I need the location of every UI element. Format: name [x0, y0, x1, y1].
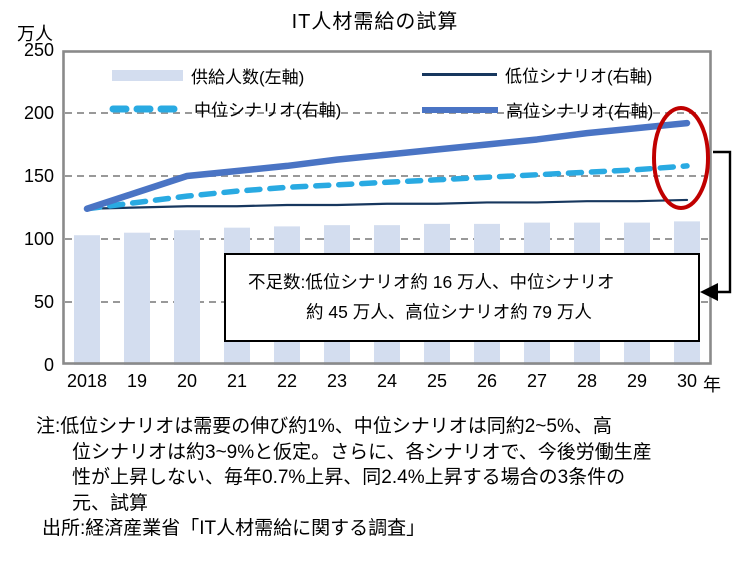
legend-item-high: 高位シナリオ(右軸): [422, 97, 653, 122]
legend-label-supply: 供給人数(左軸): [191, 68, 305, 87]
source-line: 出所:経済産業省「IT人材需給に関する調査」: [42, 518, 426, 539]
legend-label-low: 低位シナリオ(右軸): [505, 67, 653, 86]
x-tick-28: 28: [576, 371, 598, 391]
mid-line-swatch: [109, 105, 186, 112]
note-line-1: 注:低位シナリオは需要の伸び約1%、中位シナリオは同約2~5%、高: [36, 416, 612, 437]
supply-bar-swatch: [112, 70, 183, 81]
legend-label-mid: 中位シナリオ(右軸): [194, 101, 342, 120]
legend-item-mid: 中位シナリオ(右軸): [108, 96, 341, 121]
shortage-annotation-box: 不足数:低位シナリオ約 16 万人、中位シナリオ 約 45 万人、高位シナリオ約…: [224, 253, 700, 342]
x-tick-20: 20: [176, 371, 198, 391]
legend-item-supply: 供給人数(左軸): [112, 63, 304, 88]
mid-scenario-line: [84, 163, 690, 212]
supply-bar-19: [124, 232, 150, 365]
x-tick-30: 30: [676, 371, 698, 391]
y-tick-150: 150: [23, 166, 54, 186]
high-scenario-line: [83, 119, 691, 213]
x-tick-29: 29: [626, 371, 648, 391]
chart-title: IT人材需給の試算: [291, 11, 459, 33]
note-line-3: 性が上昇しない、毎年0.7%上昇、同2.4%上昇する場合の3条件の: [72, 467, 626, 488]
x-tick-25: 25: [426, 371, 448, 391]
y-tick-50: 50: [33, 292, 54, 312]
note-line-2: 位シナリオは約3~9%と仮定。さらに、各シナリオで、今後労働生産: [72, 441, 652, 463]
supply-bar-20: [174, 230, 200, 365]
footnotes: 注:低位シナリオは需要の伸び約1%、中位シナリオは同約2~5%、高 位シナリオは…: [36, 414, 738, 542]
legend-item-low: 低位シナリオ(右軸): [422, 62, 652, 87]
supply-bar-2018: [74, 235, 100, 365]
x-tick-21: 21: [226, 371, 248, 391]
y-tick-100: 100: [23, 229, 54, 249]
high-line-swatch: [422, 106, 498, 113]
x-tick-24: 24: [376, 371, 398, 391]
y-tick-200: 200: [23, 103, 54, 123]
y-axis-unit-label: 万人: [17, 24, 53, 44]
low-line-swatch: [422, 73, 497, 76]
x-tick-23: 23: [326, 371, 348, 391]
plot-border: [62, 50, 712, 365]
shortage-text-line2: 約 45 万人、高位シナリオ約 79 万人: [306, 302, 592, 322]
x-tick-19: 19: [126, 371, 148, 391]
note-line-4: 元、試算: [72, 492, 149, 514]
callout-bracket-line: [713, 150, 732, 294]
x-tick-2018: 2018: [66, 371, 108, 391]
legend-label-high: 高位シナリオ(右軸): [506, 102, 654, 121]
low-scenario-line: [85, 198, 689, 210]
x-tick-26: 26: [476, 371, 498, 391]
y-tick-0: 0: [43, 355, 54, 375]
x-axis-unit-label: 年: [703, 375, 721, 395]
x-tick-22: 22: [276, 371, 298, 391]
x-tick-27: 27: [526, 371, 548, 391]
y-tick-250: 250: [23, 40, 54, 60]
shortage-text-line1: 不足数:低位シナリオ約 16 万人、中位シナリオ: [248, 272, 615, 292]
